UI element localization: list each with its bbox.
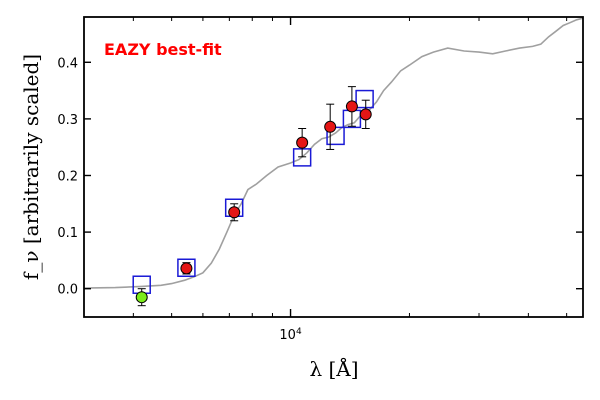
y-tick-label: 0.2 xyxy=(57,169,78,184)
axes: 0.0 0.1 0.2 0.3 0.4 104 xyxy=(57,17,583,343)
model-flux-marker xyxy=(355,89,374,109)
y-tick-label: 0.4 xyxy=(57,56,78,71)
plot-frame xyxy=(83,16,584,318)
y-axis-label: f_ν [arbitrarily scaled] xyxy=(19,54,43,280)
non-detection-point xyxy=(135,291,148,304)
y-tick-label: 0.3 xyxy=(57,113,78,128)
y-tick-label: 0.1 xyxy=(57,226,78,241)
observed-flux-point xyxy=(324,120,337,133)
observed-flux-point xyxy=(180,262,193,275)
chart-title: EAZY best-fit xyxy=(104,40,222,59)
observed-flux-point xyxy=(359,108,372,121)
observed-flux-point xyxy=(345,100,358,113)
template-sed-line xyxy=(83,17,584,289)
y-tick-label: 0.0 xyxy=(57,283,78,298)
observed-flux-point xyxy=(228,206,241,219)
plot-area xyxy=(83,17,584,307)
x-axis-label: λ [Å] xyxy=(309,356,358,381)
model-flux-marker xyxy=(177,258,196,278)
x-tick-label: 104 xyxy=(279,327,302,343)
observed-flux-point xyxy=(296,136,309,149)
